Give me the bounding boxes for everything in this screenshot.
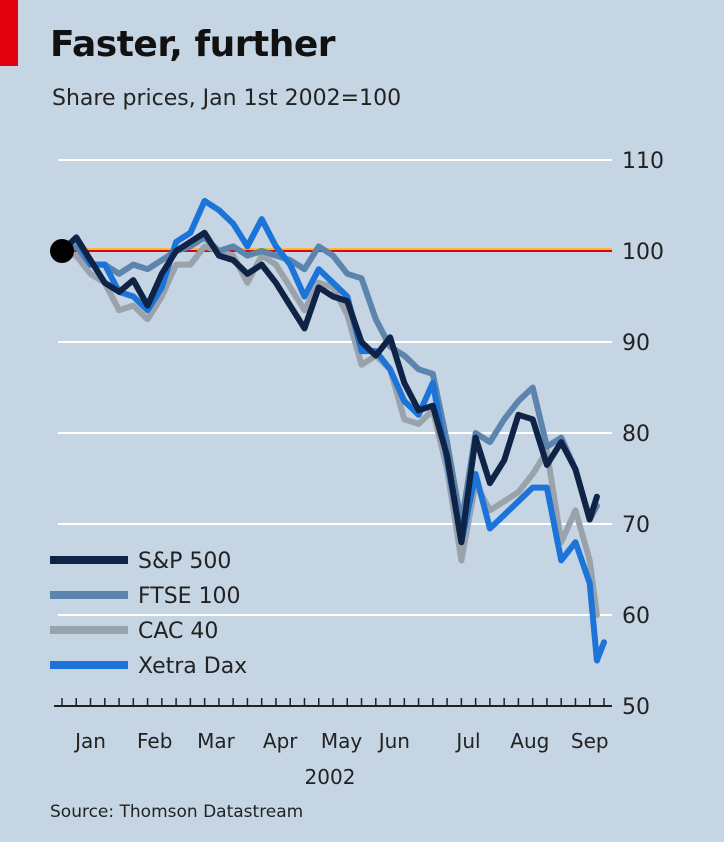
month-label-jul: Jul xyxy=(454,729,480,753)
legend-label-dax: Xetra Dax xyxy=(138,654,247,679)
chart-title: Faster, further xyxy=(50,24,336,65)
month-label-may: May xyxy=(321,729,363,753)
y-tick-label-100: 100 xyxy=(622,240,664,265)
source-note: Source: Thomson Datastream xyxy=(50,802,304,822)
legend-label-cac40: CAC 40 xyxy=(138,619,218,644)
y-tick-label-80: 80 xyxy=(622,422,650,447)
legend-label-ftse100: FTSE 100 xyxy=(138,584,241,609)
month-label-aug: Aug xyxy=(510,729,549,753)
month-label-jun: Jun xyxy=(377,729,410,753)
y-tick-label-90: 90 xyxy=(622,331,650,356)
month-label-sep: Sep xyxy=(571,729,609,753)
legend-label-sp500: S&P 500 xyxy=(138,549,231,574)
red-tab-accent xyxy=(0,0,18,66)
month-label-feb: Feb xyxy=(137,729,172,753)
series-line-ftse100 xyxy=(59,234,600,527)
year-label: 2002 xyxy=(305,765,356,789)
y-tick-label-50: 50 xyxy=(622,695,650,720)
y-tick-label-110: 110 xyxy=(622,149,664,174)
series-line-cac40 xyxy=(59,243,600,618)
series-line-dax xyxy=(59,197,607,664)
chart-subtitle: Share prices, Jan 1st 2002=100 xyxy=(52,86,402,111)
series-line-sp500 xyxy=(59,229,600,546)
start-point-marker xyxy=(50,239,74,263)
y-tick-label-60: 60 xyxy=(622,604,650,629)
month-label-mar: Mar xyxy=(197,729,236,753)
month-label-apr: Apr xyxy=(263,729,298,753)
y-tick-label-70: 70 xyxy=(622,513,650,538)
month-label-jan: Jan xyxy=(73,729,106,753)
